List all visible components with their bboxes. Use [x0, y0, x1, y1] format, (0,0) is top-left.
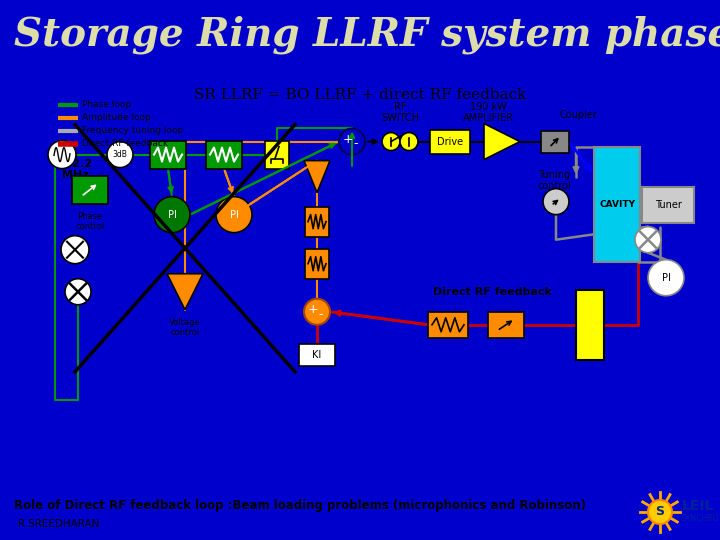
Polygon shape: [304, 160, 330, 193]
Text: Voltage
control: Voltage control: [169, 318, 201, 337]
Text: Amplitude loop: Amplitude loop: [82, 113, 151, 122]
Bar: [541, 131, 569, 153]
Text: Tuner: Tuner: [654, 200, 681, 210]
Text: SR LLRF = BO LLRF + direct RF feedback: SR LLRF = BO LLRF + direct RF feedback: [194, 87, 526, 102]
Text: KI: KI: [312, 350, 322, 360]
Text: S: S: [655, 505, 665, 518]
Text: Frequency tuning loop: Frequency tuning loop: [82, 126, 184, 135]
Circle shape: [382, 132, 400, 151]
Text: Role of Direct RF feedback loop :Beam loading problems (microphonics and Robinso: Role of Direct RF feedback loop :Beam lo…: [14, 500, 586, 512]
Text: +: +: [343, 133, 354, 146]
Text: +: +: [307, 303, 318, 316]
Polygon shape: [167, 274, 203, 310]
Text: PI: PI: [168, 210, 176, 220]
Circle shape: [154, 197, 190, 233]
Text: Phase loop: Phase loop: [82, 100, 131, 109]
Text: 3dB: 3dB: [112, 150, 127, 159]
Circle shape: [61, 235, 89, 264]
Bar: [206, 140, 242, 168]
Bar: [305, 207, 329, 237]
Polygon shape: [484, 124, 520, 160]
Text: Direct RF feedback: Direct RF feedback: [433, 287, 552, 297]
Text: RF
SWITCH: RF SWITCH: [381, 102, 419, 123]
Text: R.SREEDHARAN: R.SREEDHARAN: [18, 519, 99, 529]
Bar: [305, 249, 329, 279]
Circle shape: [48, 140, 76, 168]
Text: Coupler: Coupler: [559, 110, 597, 119]
Text: PI: PI: [662, 273, 670, 283]
Circle shape: [107, 141, 133, 167]
Bar: [594, 147, 640, 262]
Text: 352.2
MHz: 352.2 MHz: [58, 159, 92, 180]
Text: Drive: Drive: [437, 137, 463, 146]
Circle shape: [65, 279, 91, 305]
Circle shape: [543, 188, 569, 215]
Text: Direct RF feedback: Direct RF feedback: [82, 139, 168, 148]
Text: Phase
control: Phase control: [76, 212, 104, 231]
Circle shape: [635, 227, 661, 253]
Text: PI: PI: [230, 210, 238, 220]
Circle shape: [648, 260, 684, 296]
Bar: [428, 312, 468, 338]
Text: SYNCHROTRON: SYNCHROTRON: [682, 515, 720, 523]
Bar: [150, 140, 186, 168]
Circle shape: [339, 129, 365, 154]
Circle shape: [648, 500, 672, 524]
Bar: [488, 312, 524, 338]
Text: CAVITY: CAVITY: [599, 200, 635, 209]
Bar: [430, 130, 470, 153]
Text: 190 kW
AMPLIFIER: 190 kW AMPLIFIER: [462, 102, 513, 123]
Text: Tuning
control: Tuning control: [537, 170, 571, 191]
Text: LEIL: LEIL: [682, 499, 714, 513]
Text: -: -: [319, 308, 323, 321]
Text: -: -: [354, 137, 359, 150]
Bar: [72, 176, 108, 204]
Bar: [265, 140, 289, 168]
Bar: [299, 344, 335, 366]
Text: Storage Ring LLRF system phase 1: Storage Ring LLRF system phase 1: [14, 16, 720, 55]
Circle shape: [304, 299, 330, 325]
Circle shape: [400, 132, 418, 151]
Bar: [642, 187, 694, 222]
Circle shape: [216, 197, 252, 233]
Bar: [576, 290, 604, 360]
